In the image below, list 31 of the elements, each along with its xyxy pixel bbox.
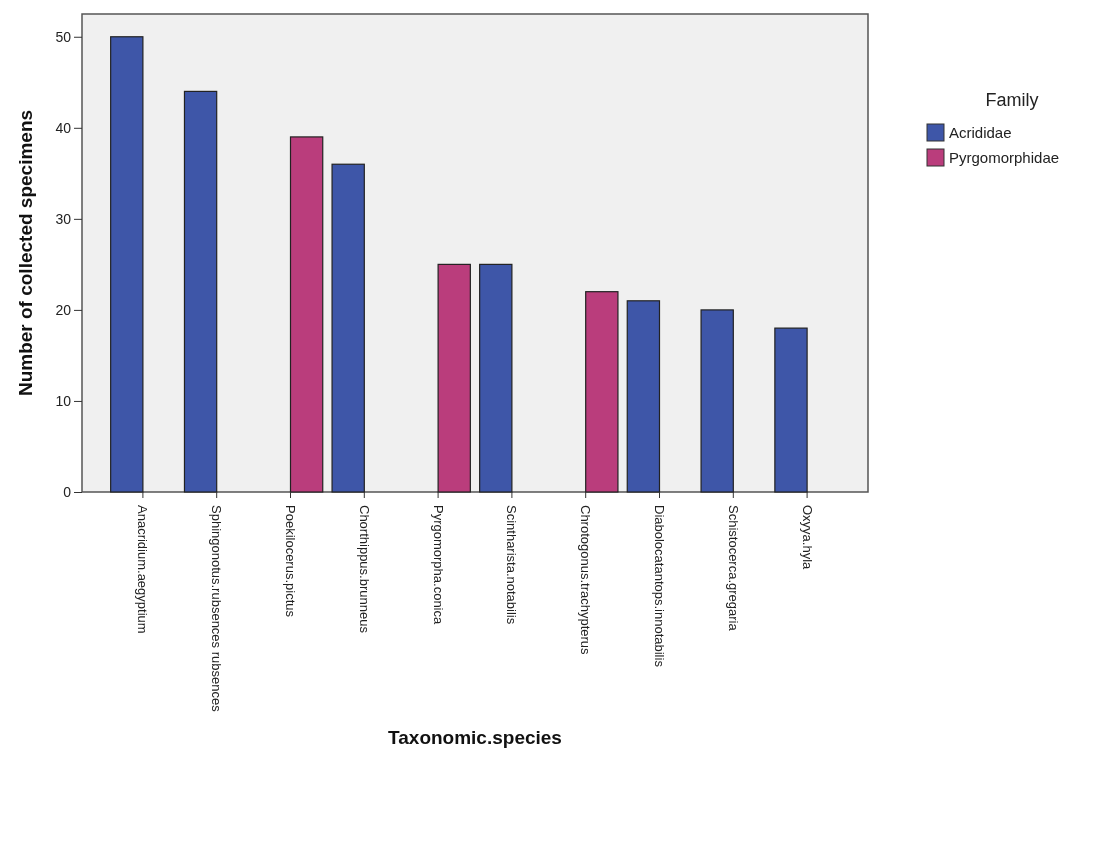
bar <box>700 309 734 493</box>
bar <box>479 263 513 493</box>
bar <box>289 136 324 493</box>
x-tick-label: Oxyya.hyla <box>799 505 815 571</box>
x-tick-label: Pyrgomorpha.conica <box>430 505 446 625</box>
bar <box>110 36 144 493</box>
bar <box>331 163 365 493</box>
y-tick-label: 40 <box>55 119 72 136</box>
y-tick-label: 0 <box>63 483 72 500</box>
bar <box>183 90 218 493</box>
x-tick-label: Diabolocatantops.innotabilis <box>651 505 667 668</box>
y-tick-label: 50 <box>55 28 72 45</box>
bar <box>585 291 619 493</box>
x-tick-label: Sphingonotus.rubsences rubsences <box>209 505 225 713</box>
y-axis-title: Number of collected specimens <box>15 109 36 397</box>
x-tick-label: Chrotogonus.trachypterus <box>578 505 594 656</box>
x-tick-label: Schistocerca.gregaria <box>725 505 741 632</box>
bar <box>626 300 661 493</box>
x-tick-label: Poekilocerus.pictus <box>282 505 298 618</box>
x-axis-title: Taxonomic.species <box>388 727 562 749</box>
legend-label: Pyrgomorphidae <box>949 149 1060 166</box>
x-tick-label: Scintharista.notabilis <box>504 505 520 625</box>
y-tick-label: 20 <box>55 301 72 318</box>
legend-label: Acrididae <box>949 124 1012 141</box>
x-tick-label: Chorthippus.brunneus <box>356 505 372 634</box>
x-tick-label: Anacridium.aegyptium <box>135 505 151 634</box>
y-tick-label: 10 <box>55 392 72 409</box>
legend-title: Family <box>985 90 1039 110</box>
y-tick-label: 30 <box>55 210 72 227</box>
bar <box>437 263 471 493</box>
bar <box>774 327 808 493</box>
